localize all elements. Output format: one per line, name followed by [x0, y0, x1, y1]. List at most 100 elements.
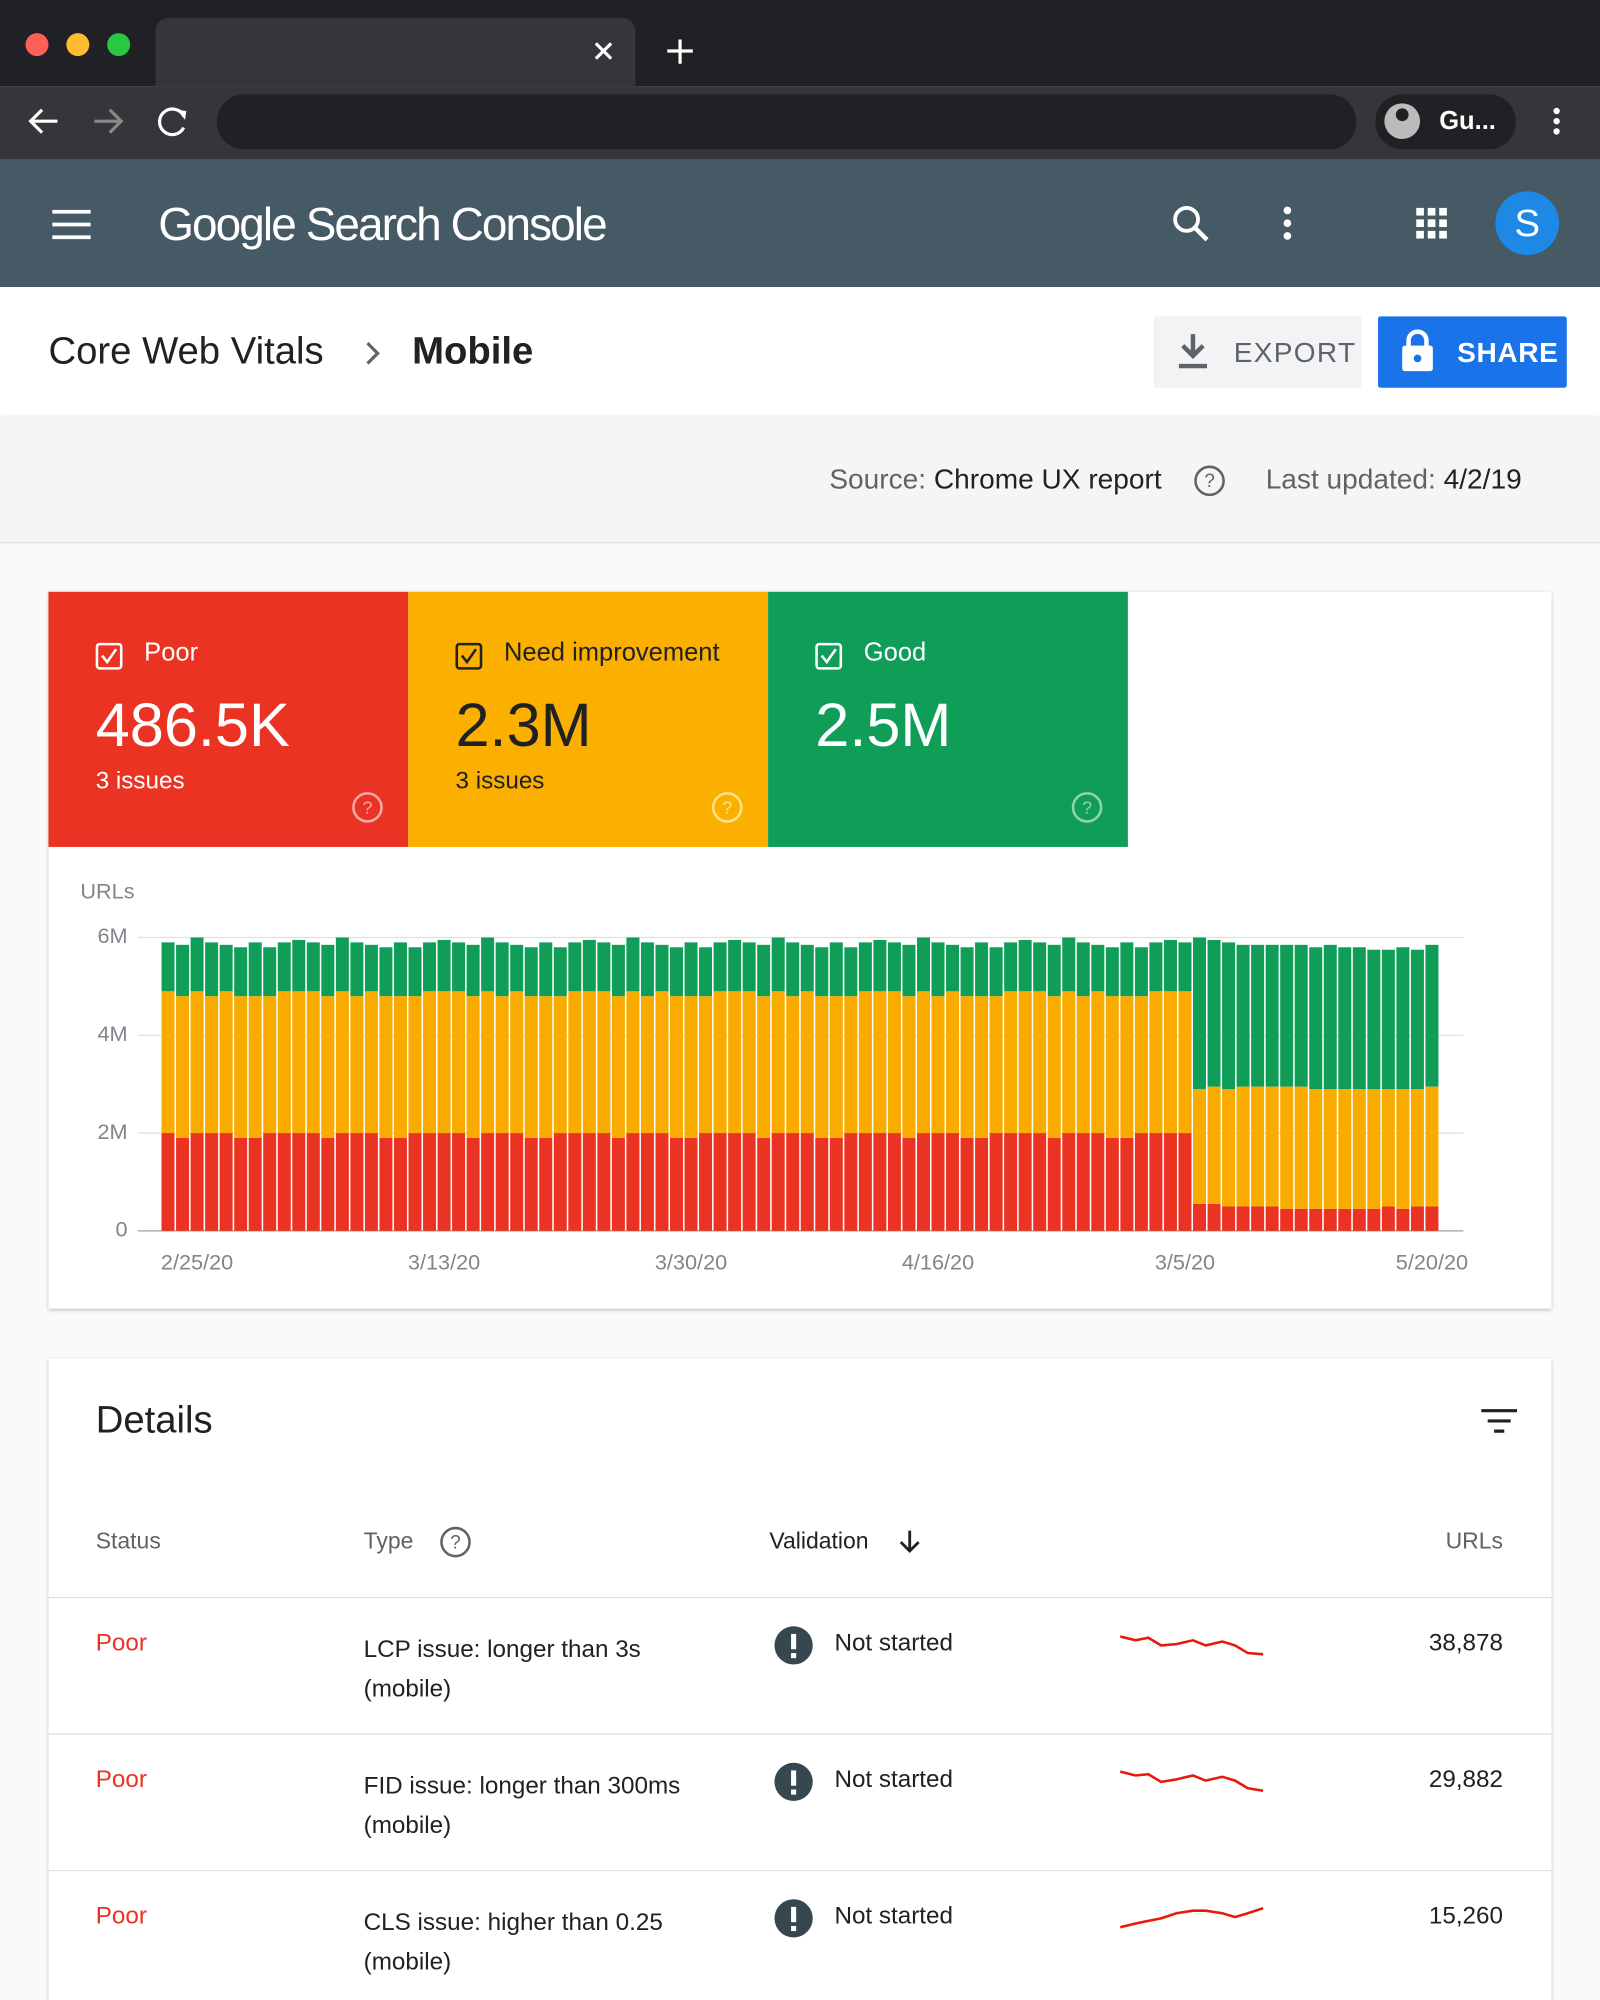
bar-segment [248, 996, 262, 1138]
bar-segment [728, 939, 742, 992]
bar-segment [1134, 1133, 1148, 1231]
bar-segment [728, 1133, 742, 1231]
more-dot[interactable] [1283, 219, 1292, 228]
bar-segment [582, 1133, 596, 1231]
bar-segment [742, 942, 756, 992]
tab[interactable] [155, 17, 636, 87]
bar-segment [423, 991, 437, 1134]
more-dot[interactable] [1283, 232, 1292, 240]
avatar[interactable] [1495, 191, 1560, 256]
back[interactable] [28, 108, 58, 134]
table-row[interactable] [48, 1596, 1552, 1735]
bar-segment [510, 1133, 524, 1231]
filter[interactable] [1477, 1406, 1520, 1439]
toolbar-icons: Gu... [28, 94, 1560, 150]
bar-segment [379, 1137, 393, 1231]
issue-type: LCP issue: longer than 3s (mobile) [363, 1636, 641, 1703]
svg-text:?: ? [450, 1532, 461, 1553]
address-bar[interactable] [216, 94, 1357, 150]
bar-segment [1091, 991, 1105, 1134]
maximize-window[interactable] [107, 33, 131, 57]
column-header[interactable]: Validation [769, 1528, 869, 1554]
bar-segment [350, 996, 364, 1134]
more-dot[interactable] [1283, 206, 1292, 215]
bar-segment [1425, 1206, 1439, 1231]
column-header: Status [95, 1528, 161, 1554]
forward[interactable] [94, 108, 124, 134]
bar-segment [1222, 1089, 1236, 1207]
bar-segment [539, 1137, 553, 1231]
breadcrumb-link[interactable]: Core Web Vitals [48, 330, 324, 373]
bar-segment [292, 1133, 306, 1231]
x-tick-label: 3/13/20 [408, 1250, 480, 1275]
bar-segment [1251, 944, 1265, 1087]
bar-segment [539, 942, 553, 997]
bar-segment [960, 996, 974, 1138]
reload[interactable] [158, 107, 186, 137]
bar-segment [219, 1133, 233, 1231]
bar-segment [553, 1133, 567, 1231]
bar-segment [1236, 1086, 1250, 1207]
y-tick-label: 4M [97, 1021, 127, 1046]
new-tab[interactable] [667, 39, 693, 64]
validation-icon [774, 1626, 813, 1665]
bar-segment [1149, 942, 1163, 992]
bar-segment [1323, 1208, 1337, 1231]
bar-segment [524, 947, 538, 997]
poor-card[interactable]: Poor 486.5K 3 issues [48, 591, 409, 847]
logo[interactable]: Google Search Console [158, 197, 607, 250]
bar-segment [539, 996, 553, 1138]
bar-segment [844, 996, 858, 1134]
bar-segment [844, 947, 858, 997]
source: Source: Chrome UX report [829, 463, 1161, 496]
bar-segment [1193, 1203, 1207, 1231]
minimize-window[interactable] [66, 33, 90, 57]
x-tick-label: 2/25/20 [161, 1250, 233, 1275]
y-tick-label: 6M [97, 923, 127, 948]
x-tick-label: 4/16/20 [902, 1250, 974, 1275]
apps[interactable] [1416, 207, 1447, 239]
bar-segment [452, 942, 466, 992]
bar-segment [771, 991, 785, 1134]
bar-segment [858, 1133, 872, 1231]
bar-segment [713, 1133, 727, 1231]
close-window[interactable] [25, 33, 49, 57]
card-icons: ? ? ? [95, 642, 1103, 823]
bar-segment [553, 947, 567, 997]
breadcrumb-chevron [366, 341, 380, 365]
type-help[interactable]: ? [439, 1525, 472, 1558]
bar-segment [699, 1133, 713, 1231]
bar-segment [786, 942, 800, 997]
bar-segment [1033, 1133, 1047, 1231]
bar-segment [379, 947, 393, 997]
y-tick-label: 0 [116, 1217, 128, 1242]
main-menu[interactable] [52, 209, 91, 240]
need-improvement-card[interactable]: Need improvement 2.3M 3 issues [408, 591, 769, 847]
close-tab[interactable] [594, 42, 613, 60]
url-count: 38,878 [1428, 1630, 1504, 1657]
app-header [0, 159, 1600, 287]
table-row[interactable] [48, 1733, 1552, 1871]
validation: Not started [834, 1766, 954, 1794]
bar-segment [640, 996, 654, 1134]
bar-segment [335, 991, 349, 1134]
bar-segment [582, 991, 596, 1134]
good-card[interactable]: Good 2.5M [768, 591, 1128, 847]
bar-segment [1381, 1206, 1395, 1231]
source-help[interactable]: ? [1193, 464, 1226, 497]
bar-segment [1091, 944, 1105, 992]
bar-segment [626, 991, 640, 1134]
bar-segment [844, 1133, 858, 1231]
bar-segment [670, 947, 684, 997]
bar-segment [1265, 1206, 1279, 1231]
issue-type: FID issue: longer than 300ms (mobile) [363, 1772, 681, 1840]
bar-segment [524, 996, 538, 1138]
bar-segment [1309, 947, 1323, 1090]
status: Poor [95, 1630, 147, 1657]
bar-segment [800, 991, 814, 1134]
search[interactable] [1173, 205, 1200, 233]
lock-icon [1402, 329, 1433, 372]
table-row[interactable] [48, 1869, 1552, 2000]
bar-segment [393, 942, 407, 997]
